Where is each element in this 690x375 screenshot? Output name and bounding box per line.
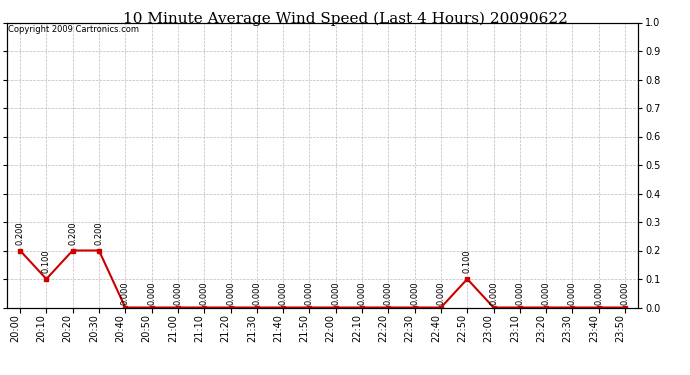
Text: 0.000: 0.000: [253, 281, 262, 305]
Text: 0.100: 0.100: [463, 250, 472, 273]
Text: 0.000: 0.000: [568, 281, 577, 305]
Text: 0.000: 0.000: [410, 281, 419, 305]
Text: 0.200: 0.200: [16, 221, 25, 245]
Text: 0.100: 0.100: [42, 250, 51, 273]
Text: 0.000: 0.000: [620, 281, 629, 305]
Text: 0.000: 0.000: [173, 281, 182, 305]
Text: 0.000: 0.000: [199, 281, 208, 305]
Text: 0.000: 0.000: [226, 281, 235, 305]
Text: 0.000: 0.000: [594, 281, 603, 305]
Text: 0.200: 0.200: [68, 221, 77, 245]
Text: 0.000: 0.000: [437, 281, 446, 305]
Text: 0.000: 0.000: [331, 281, 340, 305]
Text: 0.000: 0.000: [384, 281, 393, 305]
Text: 10 Minute Average Wind Speed (Last 4 Hours) 20090622: 10 Minute Average Wind Speed (Last 4 Hou…: [123, 11, 567, 26]
Text: Copyright 2009 Cartronics.com: Copyright 2009 Cartronics.com: [8, 26, 139, 34]
Text: 0.000: 0.000: [542, 281, 551, 305]
Text: 0.000: 0.000: [515, 281, 524, 305]
Text: 0.000: 0.000: [279, 281, 288, 305]
Text: 0.000: 0.000: [489, 281, 498, 305]
Text: 0.000: 0.000: [147, 281, 156, 305]
Text: 0.200: 0.200: [95, 221, 103, 245]
Text: 0.000: 0.000: [121, 281, 130, 305]
Text: 0.000: 0.000: [357, 281, 366, 305]
Text: 0.000: 0.000: [305, 281, 314, 305]
